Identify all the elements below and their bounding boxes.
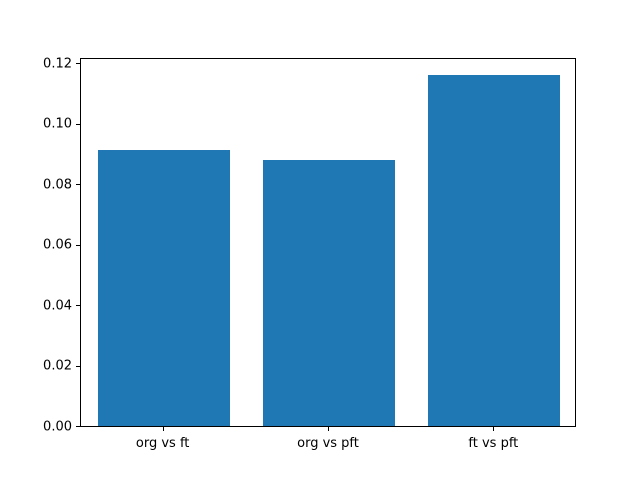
y-tick-label: 0.10 — [43, 116, 72, 132]
x-tick-label: org vs ft — [135, 436, 190, 451]
x-tick-mark — [162, 427, 164, 431]
y-tick-label: 0.06 — [43, 237, 72, 253]
y-tick-label: 0.00 — [43, 419, 72, 434]
x-tick-mark — [328, 427, 329, 431]
y-tick-label: 0.08 — [43, 177, 72, 193]
y-tick-label: 0.02 — [43, 358, 72, 374]
bar-ft-vs-pft — [428, 74, 561, 426]
x-tick-mark — [493, 427, 495, 431]
y-tick-mark — [76, 244, 80, 246]
y-tick-mark — [76, 305, 80, 307]
bar-org-vs-pft — [262, 160, 396, 426]
y-tick-mark — [76, 184, 80, 186]
y-tick-label: 0.04 — [43, 298, 72, 314]
y-tick-mark — [76, 63, 80, 65]
x-tick-label: ft vs pft — [468, 436, 519, 451]
x-tick-label: org vs pft — [297, 436, 359, 451]
y-tick-label: 0.12 — [43, 56, 72, 72]
plot-area — [80, 58, 576, 427]
bar-org-vs-ft — [97, 149, 230, 426]
y-tick-mark — [76, 426, 80, 427]
y-tick-mark — [76, 123, 80, 125]
y-tick-mark — [76, 365, 80, 367]
